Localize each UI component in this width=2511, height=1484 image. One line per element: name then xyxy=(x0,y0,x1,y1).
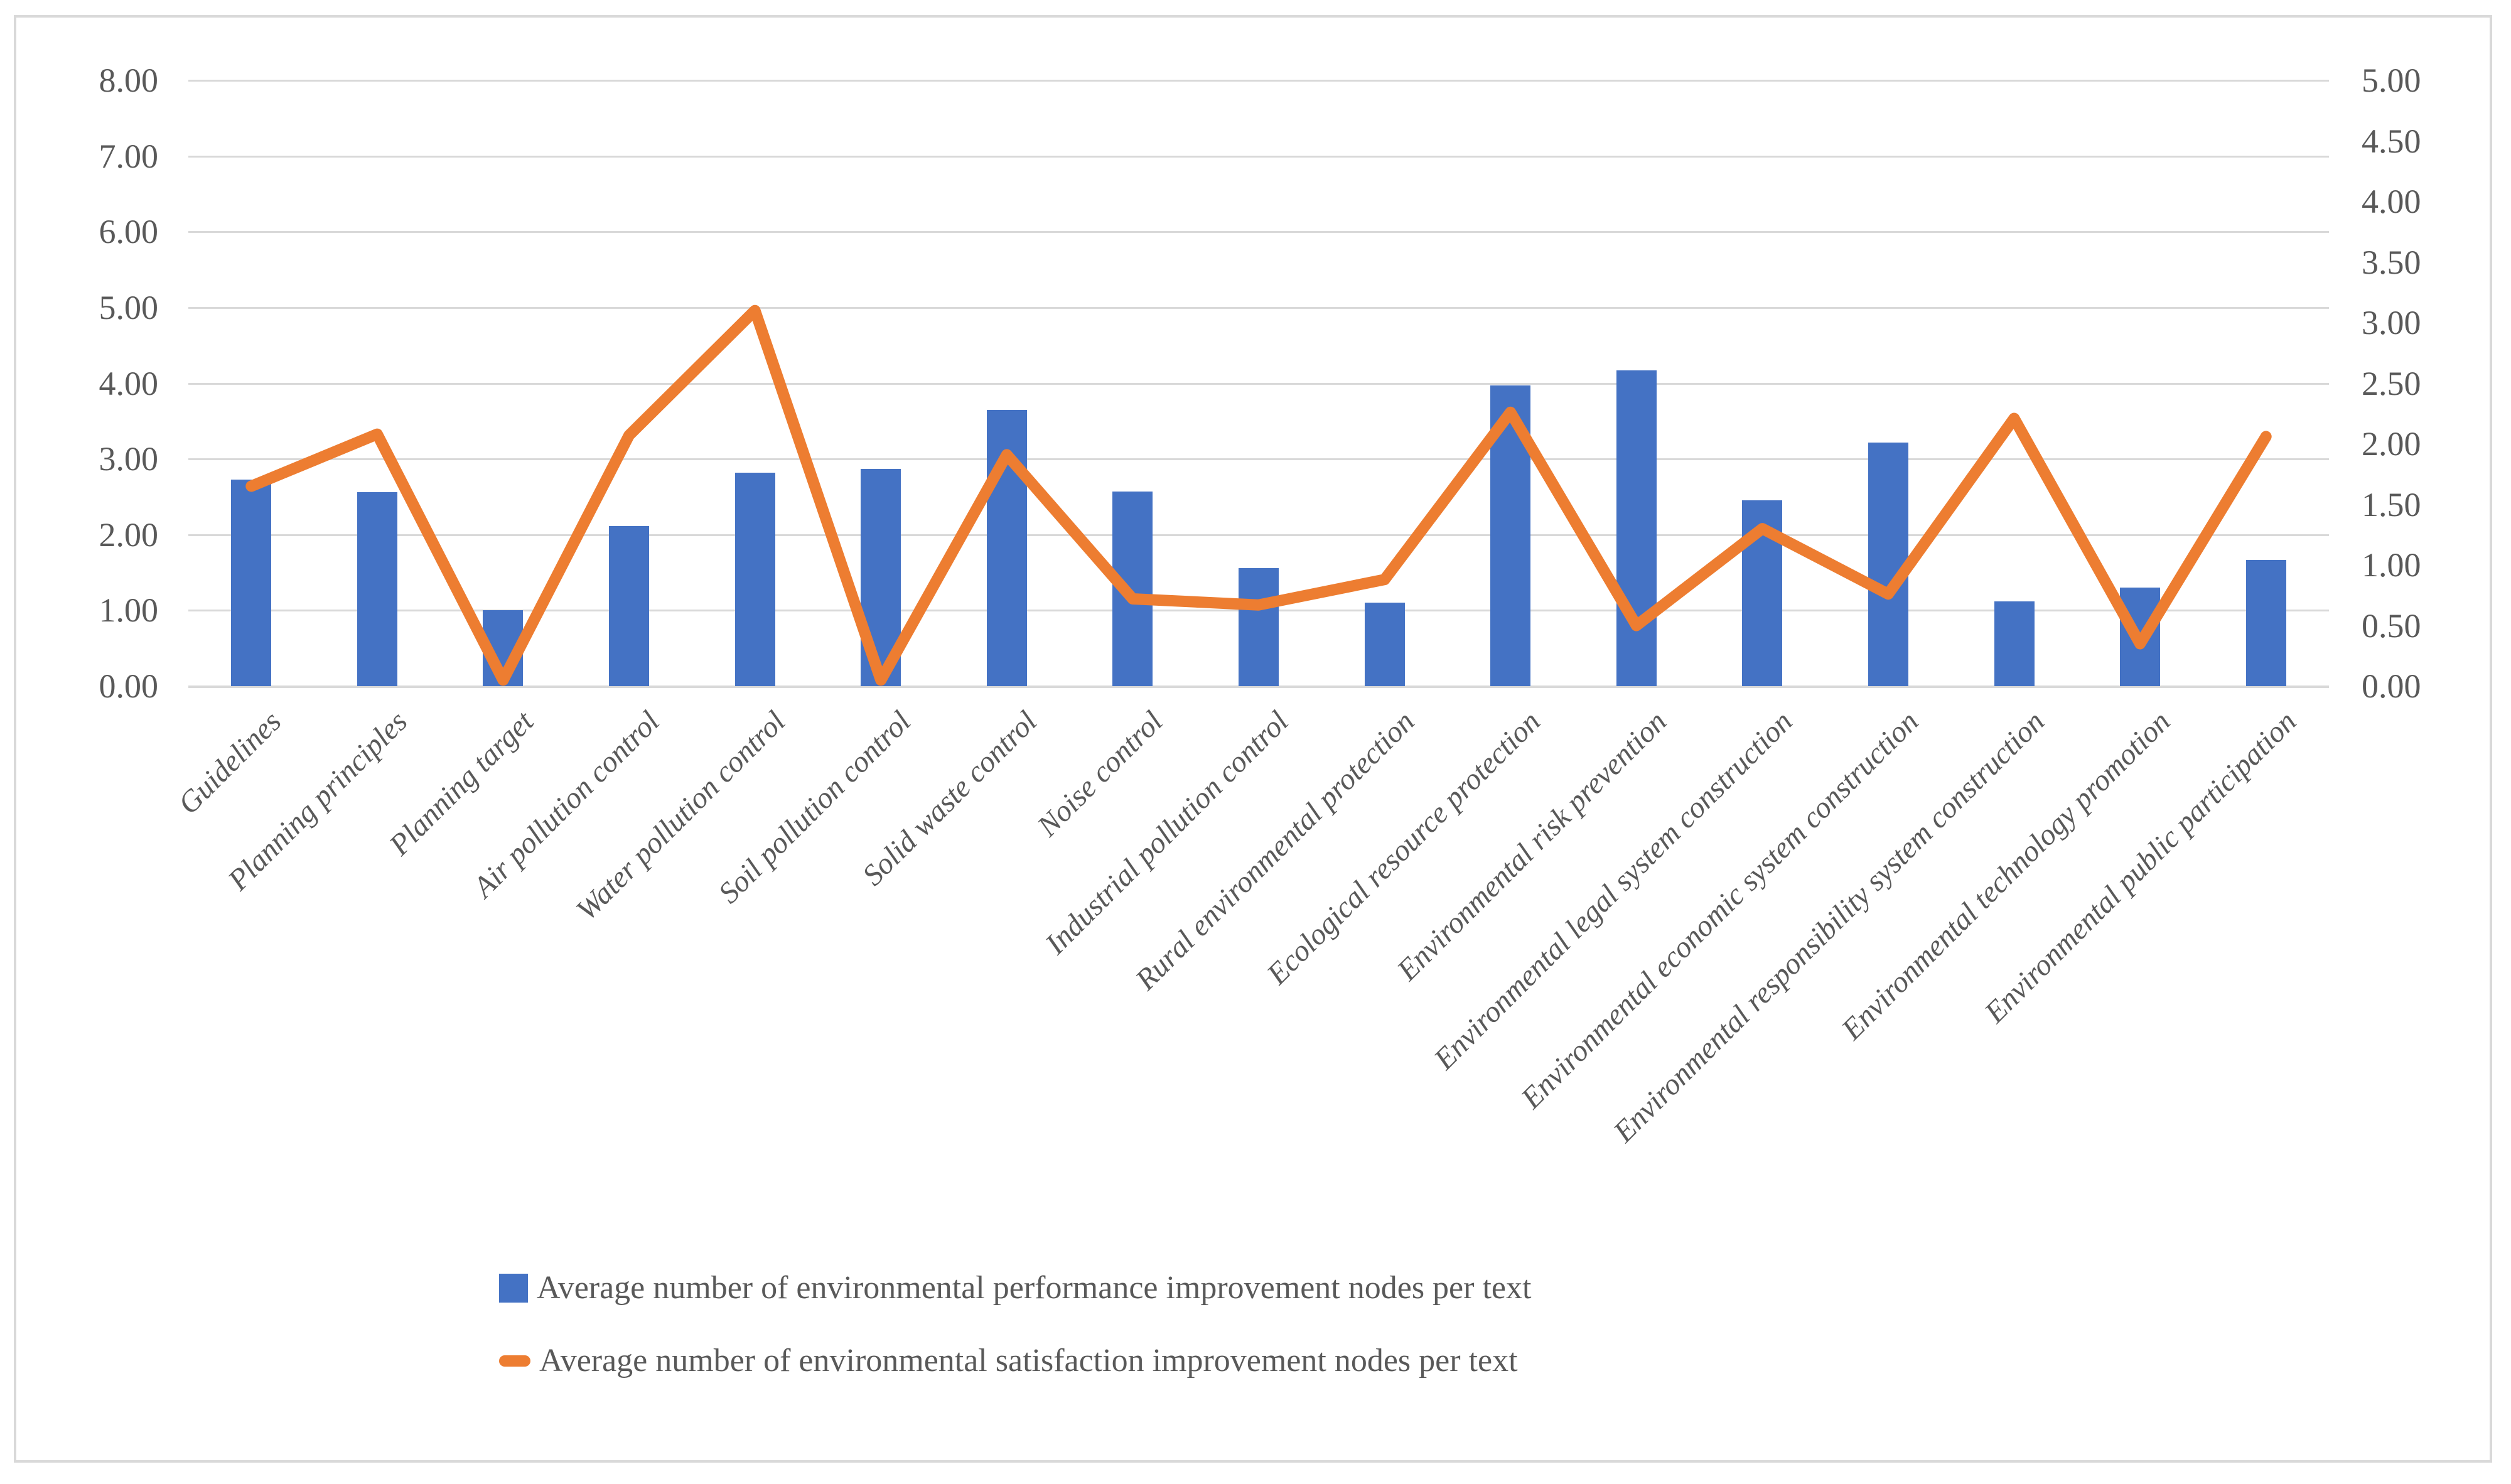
right-axis-tick: 3.50 xyxy=(2362,243,2421,281)
right-axis-tick: 2.50 xyxy=(2362,364,2421,402)
right-axis-tick: 5.00 xyxy=(2362,62,2421,99)
right-axis-tick: 2.00 xyxy=(2362,425,2421,463)
bar-industrial-pollution-control xyxy=(1239,567,1279,686)
bar-planning-principles xyxy=(357,492,397,686)
left-axis-tick: 0.00 xyxy=(99,667,159,705)
line-series-layer xyxy=(245,304,2272,686)
right-axis-tick: 3.00 xyxy=(2362,304,2421,341)
chart-frame-border xyxy=(14,15,2492,1463)
gridline xyxy=(188,80,2329,82)
right-axis-tick: 0.00 xyxy=(2362,667,2421,705)
gridline xyxy=(188,534,2329,536)
right-axis-tick: 0.50 xyxy=(2362,606,2421,645)
left-axis-tick: 3.00 xyxy=(99,440,159,478)
legend: Average number of environmental performa… xyxy=(499,1269,1531,1415)
satisfaction-line xyxy=(245,304,2272,686)
right-axis-tick: 1.00 xyxy=(2362,546,2421,584)
left-axis-tick: 8.00 xyxy=(99,62,159,99)
bar-air-pollution-control xyxy=(609,526,650,686)
line-series-swatch xyxy=(499,1355,530,1367)
legend-label-satisfaction: Average number of environmental satisfac… xyxy=(539,1343,1518,1379)
legend-label-performance: Average number of environmental performa… xyxy=(537,1270,1532,1306)
legend-item-satisfaction: Average number of environmental satisfac… xyxy=(499,1342,1531,1380)
bar-water-pollution-control xyxy=(734,472,775,686)
gridline xyxy=(188,231,2329,234)
plot-area xyxy=(188,80,2329,688)
left-axis-tick: 2.00 xyxy=(99,515,159,554)
bar-environmental-public-participation xyxy=(2245,559,2286,686)
bar-environmental-responsibility-system-construction xyxy=(1994,601,2035,686)
bar-rural-environmental-protection xyxy=(1364,603,1405,686)
right-axis-tick: 1.50 xyxy=(2362,485,2421,524)
left-axis-tick: 1.00 xyxy=(99,591,159,630)
left-axis-tick: 4.00 xyxy=(99,364,159,402)
gridline xyxy=(188,306,2329,309)
bar-environmental-risk-prevention xyxy=(1616,370,1657,686)
right-axis-tick: 4.50 xyxy=(2362,122,2421,160)
gridline xyxy=(188,686,2329,688)
gridline xyxy=(188,155,2329,158)
left-axis-tick: 5.00 xyxy=(99,288,159,326)
left-axis-tick: 6.00 xyxy=(99,213,159,251)
right-axis-tick: 4.00 xyxy=(2362,183,2421,220)
bar-guidelines xyxy=(231,479,272,686)
bar-environmental-economic-system-construction xyxy=(1868,442,1908,686)
bar-series-swatch xyxy=(499,1274,528,1303)
gridline xyxy=(188,458,2329,461)
legend-item-performance: Average number of environmental performa… xyxy=(499,1269,1531,1307)
left-axis-tick: 7.00 xyxy=(99,137,159,175)
gridline xyxy=(188,382,2329,385)
